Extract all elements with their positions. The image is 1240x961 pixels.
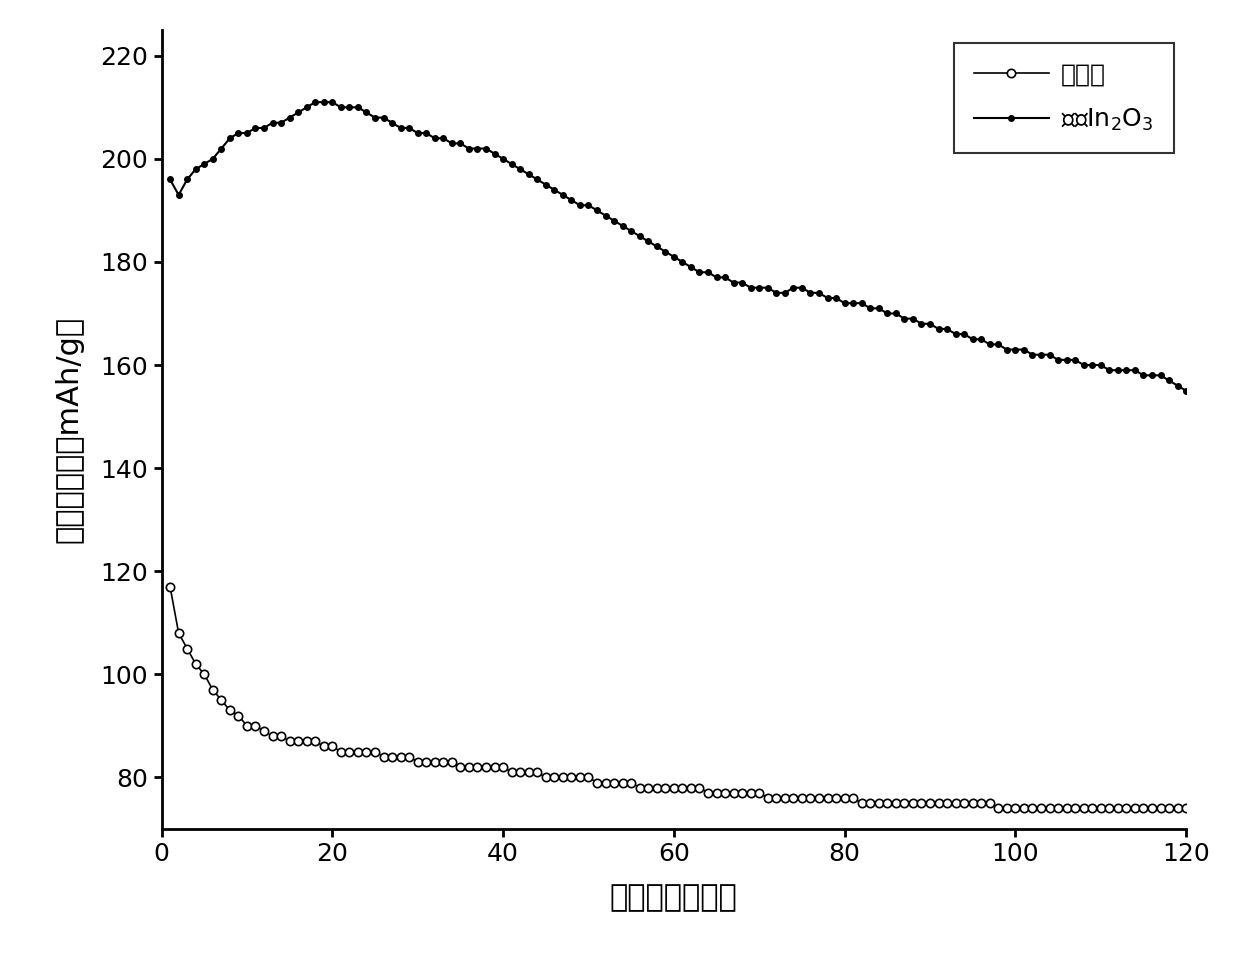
包覆In$_2$O$_3$ [1179,385,1194,397]
包覆In$_2$O$_3$ [444,137,459,149]
未包覆 [863,798,878,809]
X-axis label: 循环圈数（圈）: 循环圈数（圈） [610,883,738,912]
Line: 未包覆: 未包覆 [166,582,1190,812]
未包覆 [435,756,450,768]
未包覆 [991,802,1006,814]
未包覆 [162,580,177,592]
包覆In$_2$O$_3$ [973,333,988,345]
包覆In$_2$O$_3$ [384,117,399,129]
Line: 包覆In$_2$O$_3$: 包覆In$_2$O$_3$ [167,99,1189,394]
包覆In$_2$O$_3$ [872,303,887,314]
未包覆 [1179,802,1194,814]
未包覆 [376,751,391,762]
未包覆 [727,787,742,799]
包覆In$_2$O$_3$ [1153,370,1168,382]
Y-axis label: 放电比容量（mAh/g）: 放电比容量（mAh/g） [55,316,84,543]
Legend: 未包覆, 包覆In$_2$O$_3$: 未包覆, 包覆In$_2$O$_3$ [954,42,1173,153]
未包覆 [1153,802,1168,814]
未包覆 [965,798,980,809]
包覆In$_2$O$_3$ [734,277,749,288]
包覆In$_2$O$_3$ [162,174,177,185]
包覆In$_2$O$_3$ [308,96,322,108]
